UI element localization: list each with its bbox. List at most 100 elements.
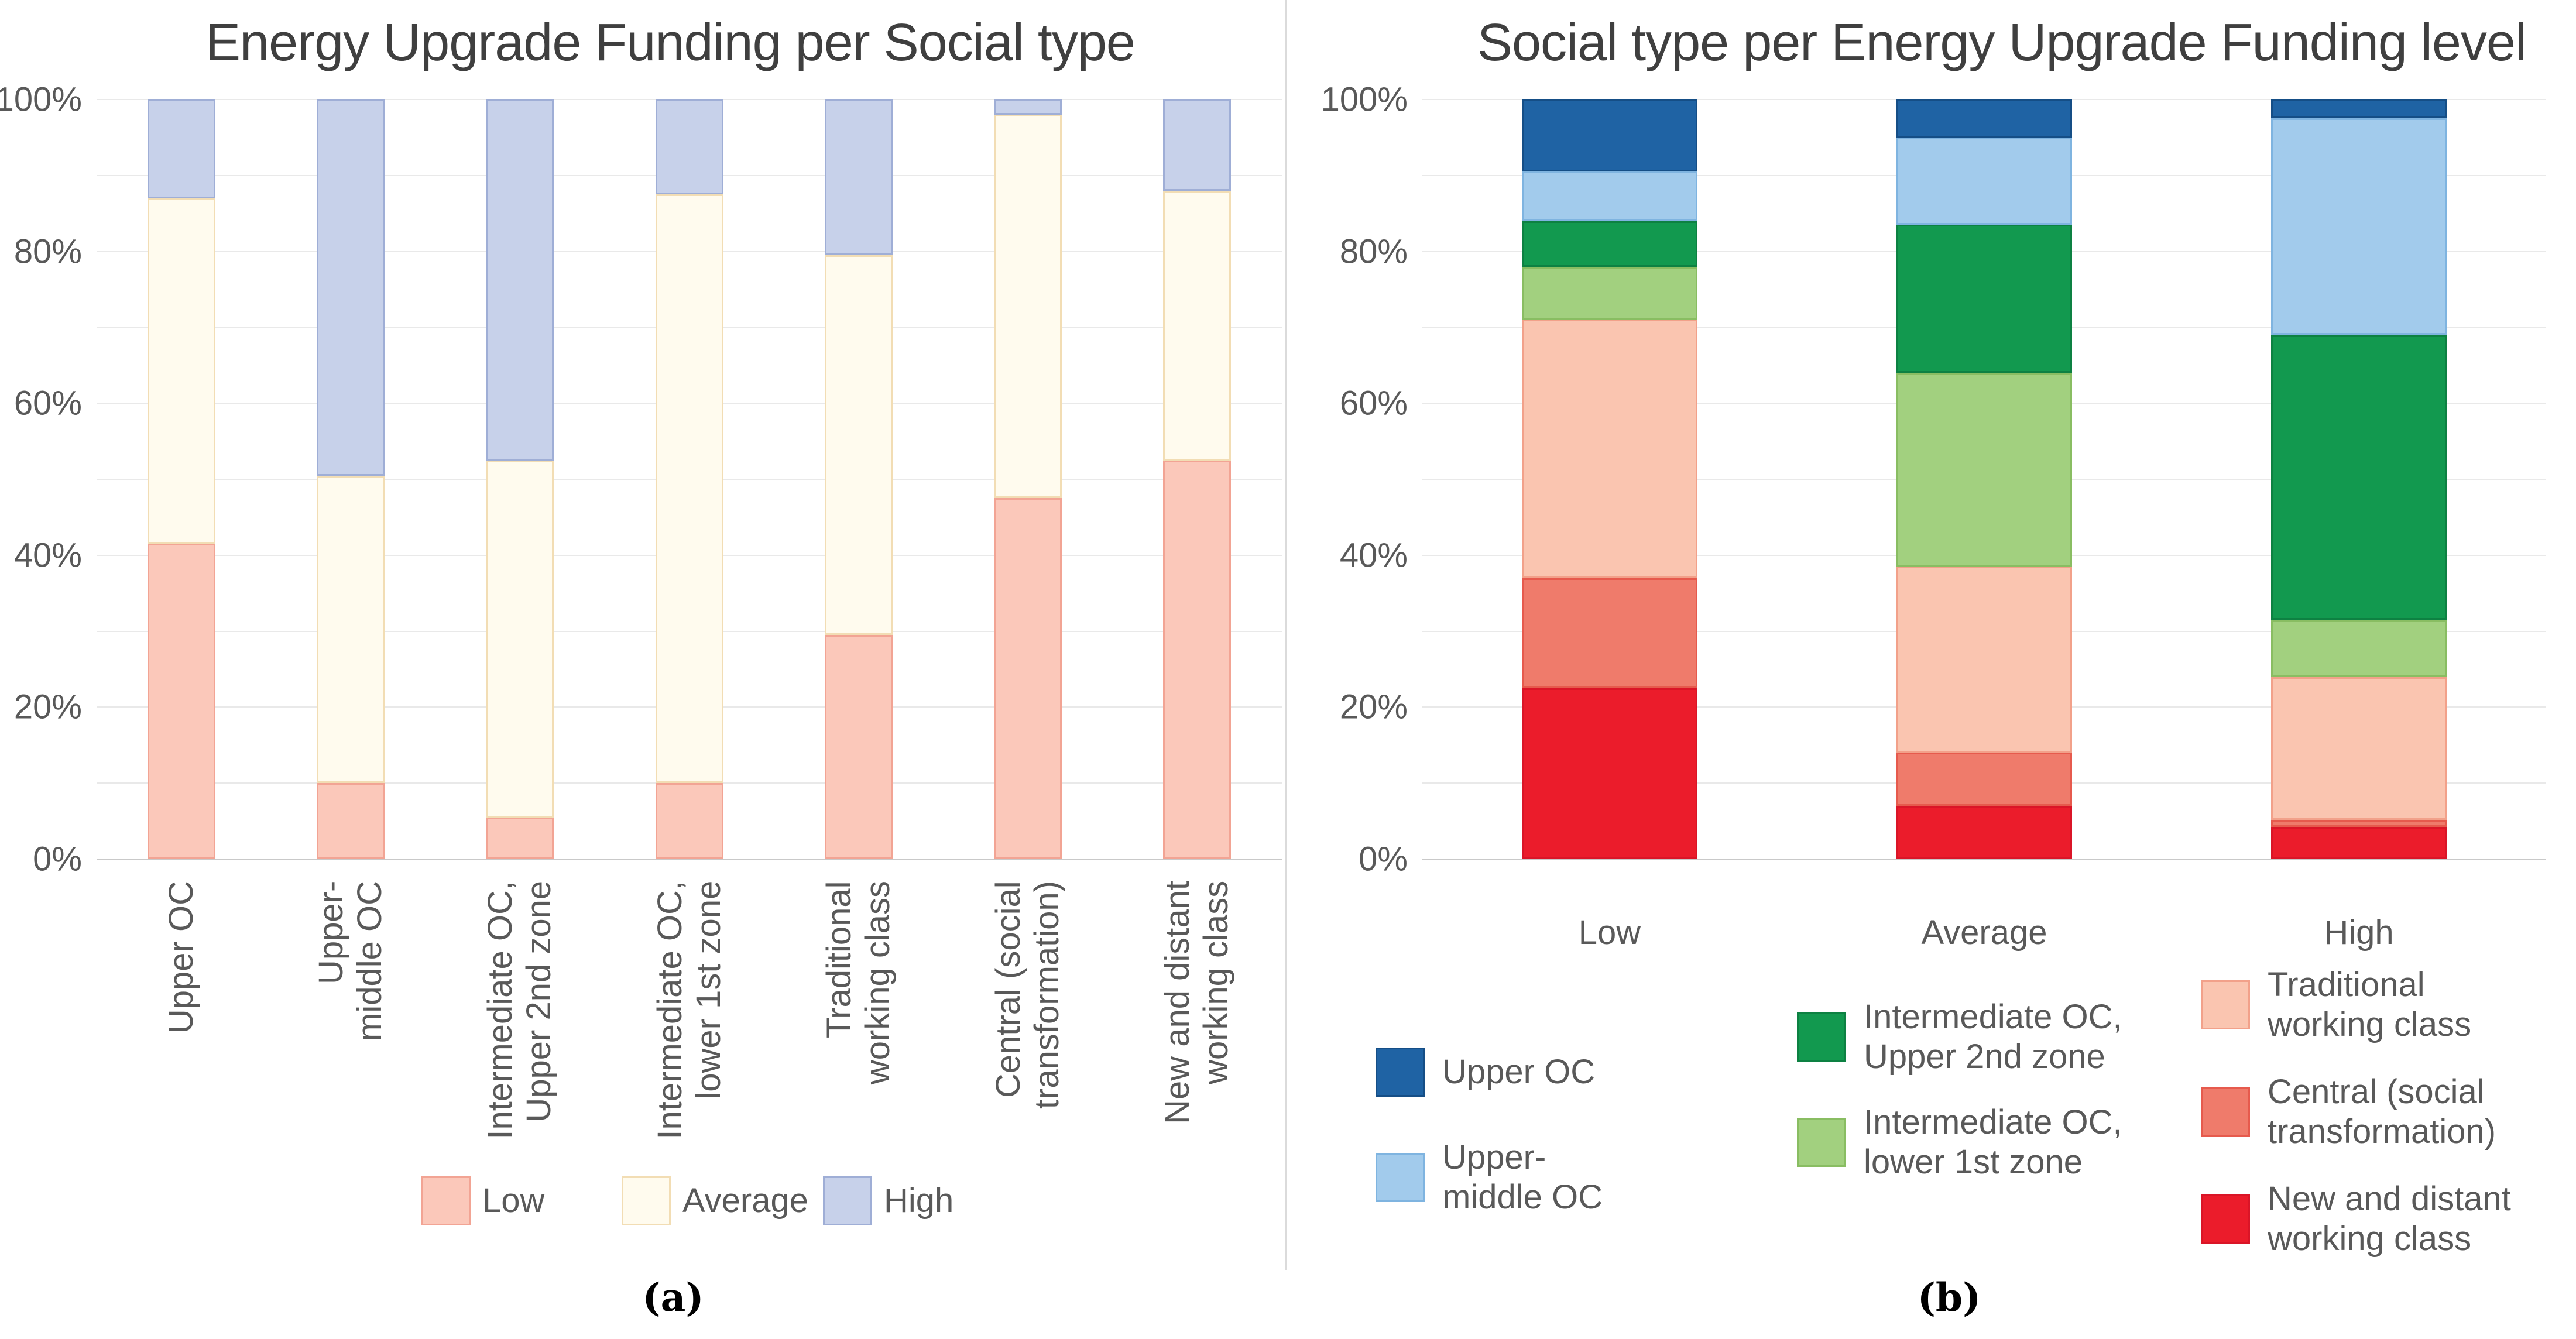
- segment-intermediate-oc-lower-1st-zone: [2271, 620, 2447, 677]
- bar-low: [1522, 99, 1697, 859]
- y-tick-label-40: 40%: [13, 536, 82, 575]
- legend-label-new-and-distant-working-class: New and distant working class: [2268, 1180, 2511, 1258]
- bar-upper-middle-oc: [316, 99, 385, 859]
- segment-low: [824, 635, 893, 859]
- x-label-intermediate-oc-lower-1st-zone: Intermediate OC, lower 1st zone: [650, 881, 728, 1139]
- x-label-traditional-working-class: Traditional working class: [819, 881, 897, 1085]
- segment-traditional-working-class: [2271, 677, 2447, 820]
- legend-label-high: High: [884, 1182, 954, 1220]
- segment-low: [486, 817, 554, 859]
- segment-upper-middle-oc: [1896, 137, 2072, 225]
- segment-upper-oc: [1522, 99, 1697, 172]
- segment-high: [316, 99, 385, 476]
- segment-central-social-transformation-: [1896, 753, 2072, 806]
- segment-high: [147, 99, 215, 198]
- segment-intermediate-oc-lower-1st-zone: [1522, 266, 1697, 320]
- x-label-average: Average: [1921, 914, 2047, 952]
- bar-average: [1896, 99, 2072, 859]
- segment-central-social-transformation-: [1522, 578, 1697, 688]
- y-tick-label-0: 0%: [1359, 840, 1408, 878]
- legend-label-intermediate-oc-upper-2nd-zone: Intermediate OC, Upper 2nd zone: [1864, 998, 2122, 1076]
- bar-new-and-distant-working-class: [1163, 99, 1232, 859]
- legend-label-intermediate-oc-lower-1st-zone: Intermediate OC, lower 1st zone: [1864, 1103, 2122, 1181]
- legend-label-central-social-transformation-: Central (social transformation): [2268, 1073, 2496, 1151]
- x-label-upper-middle-oc: Upper-middle OC: [311, 881, 389, 1041]
- gridline-100: [1422, 99, 2546, 100]
- y-tick-label-80: 80%: [1339, 232, 1408, 271]
- y-tick-label-20: 20%: [1339, 688, 1408, 726]
- segment-new-and-distant-working-class: [1896, 806, 2072, 859]
- segment-intermediate-oc-upper-2nd-zone: [1522, 221, 1697, 267]
- segment-average: [1163, 190, 1232, 461]
- segment-upper-oc: [2271, 99, 2447, 119]
- bar-traditional-working-class: [824, 99, 893, 859]
- legend-swatch-upper-middle-oc: [1376, 1153, 1425, 1202]
- segment-upper-middle-oc: [1522, 171, 1697, 221]
- legend-swatch-traditional-working-class: [2201, 980, 2250, 1029]
- bar-upper-oc: [147, 99, 215, 859]
- x-label-intermediate-oc-upper-2nd-zone: Intermediate OC, Upper 2nd zone: [481, 881, 558, 1139]
- segment-traditional-working-class: [1522, 320, 1697, 578]
- bar-intermediate-oc-upper-2nd-zone: [486, 99, 554, 859]
- legend-swatch-average: [622, 1176, 671, 1225]
- y-tick-label-40: 40%: [1339, 536, 1408, 575]
- y-tick-label-100: 100%: [0, 80, 82, 119]
- segment-average: [316, 475, 385, 784]
- segment-intermediate-oc-upper-2nd-zone: [2271, 335, 2447, 620]
- segment-new-and-distant-working-class: [1522, 688, 1697, 859]
- y-tick-label-0: 0%: [33, 840, 82, 878]
- segment-low: [994, 498, 1062, 859]
- caption-a: (a): [642, 1275, 704, 1320]
- segment-high: [655, 99, 723, 195]
- segment-central-social-transformation-: [2271, 819, 2447, 828]
- segment-high: [1163, 99, 1232, 191]
- y-tick-label-100: 100%: [1320, 80, 1408, 119]
- x-label-upper-oc: Upper OC: [162, 881, 200, 1034]
- x-label-new-and-distant-working-class: New and distant working class: [1158, 881, 1236, 1124]
- segment-average: [994, 114, 1062, 499]
- legend-label-upper-oc: Upper OC: [1442, 1053, 1596, 1091]
- panel-divider: [1285, 0, 1287, 1270]
- legend-swatch-upper-oc: [1376, 1048, 1425, 1097]
- y-tick-label-80: 80%: [13, 232, 82, 271]
- segment-average: [486, 460, 554, 818]
- segment-high: [486, 99, 554, 461]
- segment-intermediate-oc-upper-2nd-zone: [1896, 225, 2072, 373]
- segment-average: [655, 194, 723, 784]
- x-label-high: High: [2324, 914, 2394, 952]
- segment-new-and-distant-working-class: [2271, 827, 2447, 859]
- segment-traditional-working-class: [1896, 566, 2072, 753]
- legend-swatch-high: [823, 1176, 872, 1225]
- legend-label-average: Average: [682, 1182, 808, 1220]
- segment-high: [994, 99, 1062, 115]
- y-tick-label-60: 60%: [1339, 384, 1408, 423]
- y-tick-label-60: 60%: [13, 384, 82, 423]
- x-label-central-social-transformation-: Central (social transformation): [989, 881, 1066, 1110]
- caption-b: (b): [1917, 1275, 1981, 1320]
- segment-upper-middle-oc: [2271, 118, 2447, 335]
- legend-swatch-central-social-transformation-: [2201, 1087, 2250, 1137]
- bar-intermediate-oc-lower-1st-zone: [655, 99, 723, 859]
- segment-low: [655, 783, 723, 859]
- segment-low: [316, 783, 385, 859]
- legend-label-traditional-working-class: Traditional working class: [2268, 966, 2472, 1043]
- legend-swatch-low: [421, 1176, 471, 1225]
- legend-label-upper-middle-oc: Upper-middle OC: [1442, 1138, 1603, 1216]
- segment-low: [147, 544, 215, 859]
- y-tick-label-20: 20%: [13, 688, 82, 726]
- x-axis-line: [1422, 859, 2546, 860]
- legend-label-low: Low: [482, 1182, 545, 1220]
- x-label-low: Low: [1578, 914, 1641, 952]
- x-axis-line: [97, 859, 1282, 860]
- legend-swatch-intermediate-oc-upper-2nd-zone: [1797, 1012, 1846, 1062]
- segment-low: [1163, 460, 1232, 859]
- chart-a-plot-area: [97, 99, 1282, 860]
- chart-b-title: Social type per Energy Upgrade Funding l…: [1477, 13, 2527, 72]
- chart-a-title: Energy Upgrade Funding per Social type: [205, 13, 1136, 72]
- legend-swatch-intermediate-oc-lower-1st-zone: [1797, 1118, 1846, 1167]
- bar-high: [2271, 99, 2447, 859]
- bar-central-social-transformation-: [994, 99, 1062, 859]
- chart-b-plot-area: [1422, 99, 2546, 860]
- segment-high: [824, 99, 893, 256]
